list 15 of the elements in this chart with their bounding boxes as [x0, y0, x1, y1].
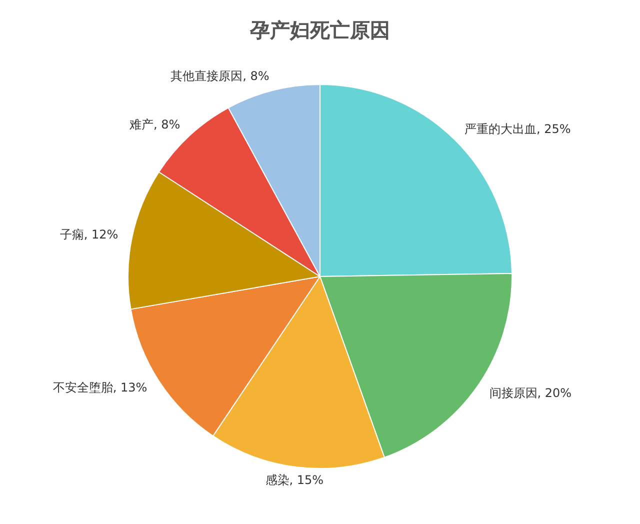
slice-label: 难产	[128, 117, 154, 132]
data-label: , 8%	[153, 117, 180, 132]
data-label: , 8%	[242, 68, 270, 83]
slice-label: 其他直接原因	[170, 68, 243, 83]
chart-title: 孕产妇死亡原因	[249, 18, 390, 42]
slice-label: 感染	[265, 473, 290, 488]
data-label: , 13%	[112, 380, 148, 395]
data-label: , 20%	[537, 386, 572, 400]
slice-label: 子痫	[60, 227, 84, 242]
slice-label: 间接原因	[489, 386, 538, 400]
slice-label: 严重的大出血	[464, 122, 537, 136]
data-label: , 25%	[536, 122, 571, 136]
slice-label: 不安全堕胎	[52, 380, 113, 395]
data-label: , 15%	[289, 473, 324, 488]
data-label: , 12%	[84, 227, 118, 242]
